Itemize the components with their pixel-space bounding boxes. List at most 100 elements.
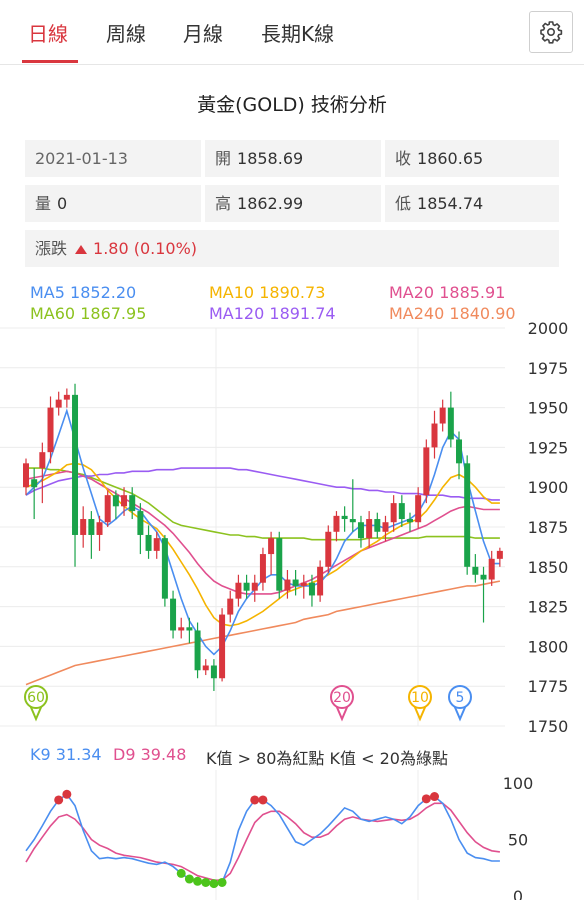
- candle-body: [23, 463, 29, 488]
- kd-indicator-chart[interactable]: 100 50 0: [0, 770, 584, 900]
- tab-long-term[interactable]: 長期K線: [261, 22, 335, 46]
- open-value: 1858.69: [237, 149, 304, 168]
- candle-body: [439, 407, 446, 424]
- candle-body: [390, 503, 397, 523]
- ma10-label: MA10: [209, 283, 255, 302]
- page-title: 黃金(GOLD) 技術分析: [197, 94, 387, 116]
- kd-oversold-dot: [184, 874, 194, 884]
- change-value: 1.80 (0.10%): [93, 239, 198, 258]
- kd-overbought-dot: [258, 795, 268, 805]
- candle-body: [178, 627, 185, 631]
- candle-body: [227, 598, 234, 615]
- candle-body: [284, 579, 291, 591]
- candle-body: [219, 614, 226, 679]
- candle-body: [464, 463, 471, 567]
- settings-button[interactable]: [529, 11, 573, 53]
- legend-d9: D9 39.48: [113, 745, 186, 764]
- candle-body: [472, 566, 479, 575]
- y-tick-label: 1875: [528, 518, 569, 537]
- candle-body: [333, 515, 340, 532]
- y-tick-label: 1925: [528, 438, 569, 457]
- quote-close: 收 1860.65: [385, 140, 559, 177]
- candle-body: [374, 519, 381, 532]
- close-label: 收: [395, 149, 412, 168]
- candle-body: [447, 407, 454, 440]
- ma5-value: 1852.20: [70, 283, 137, 302]
- candle-body: [153, 538, 160, 551]
- period-tabs: 日線 周線 月線 長期K線: [0, 0, 584, 65]
- d9-label: D9: [113, 745, 136, 764]
- k9-label: K9: [30, 745, 51, 764]
- candle-body: [88, 519, 95, 535]
- legend-ma120: MA120 1891.74: [209, 304, 336, 323]
- candle-body: [268, 538, 275, 555]
- candle-body: [480, 574, 487, 580]
- ma-marker: [448, 685, 472, 709]
- ma-marker: [330, 685, 354, 709]
- candlestick-chart[interactable]: 2000 1975 1950 1925 1900 1875 1850 1825 1800 1775…: [0, 320, 584, 740]
- kd-oversold-dot: [193, 876, 203, 886]
- candle-body: [431, 423, 438, 448]
- y-tick-label: 1800: [528, 637, 569, 656]
- quote-high: 高 1862.99: [205, 185, 381, 222]
- legend-ma5: MA5 1852.20: [30, 283, 136, 302]
- candle-body: [161, 538, 168, 599]
- legend-ma60: MA60 1867.95: [30, 304, 146, 323]
- ma-marker-label: 5: [456, 690, 465, 706]
- kd-oversold-dot: [217, 877, 227, 887]
- candle-body: [137, 511, 144, 535]
- candle-body: [104, 495, 111, 523]
- y-tick-label: 1975: [528, 359, 569, 378]
- high-label: 高: [215, 194, 232, 213]
- candle-body: [112, 495, 119, 507]
- kd-overbought-dot: [421, 794, 431, 804]
- candle-body: [357, 522, 364, 539]
- gear-icon: [540, 21, 563, 44]
- y-tick-label: 1825: [528, 598, 569, 617]
- candle-body: [39, 452, 46, 469]
- candle-body: [186, 627, 193, 631]
- y-tick-label: 1750: [528, 717, 569, 736]
- candle-body: [251, 582, 258, 591]
- candle-body: [210, 665, 217, 679]
- legend-ma10: MA10 1890.73: [209, 283, 325, 302]
- candle-body: [341, 515, 348, 520]
- candle-body: [235, 582, 242, 599]
- low-value: 1854.74: [417, 194, 484, 213]
- quote-date: 2021-01-13: [25, 140, 201, 177]
- y-tick-label: 1900: [528, 478, 569, 497]
- tab-monthly[interactable]: 月線: [183, 22, 223, 46]
- ma-marker: [408, 685, 432, 709]
- open-label: 開: [215, 149, 232, 168]
- ma20-label: MA20: [389, 283, 435, 302]
- legend-ma240: MA240 1840.90: [389, 304, 516, 323]
- tab-weekly[interactable]: 周線: [106, 22, 146, 46]
- d9-line: [25, 802, 501, 881]
- legend-k9: K9 31.34: [30, 745, 102, 764]
- candle-body: [129, 495, 136, 512]
- candle-body: [317, 566, 324, 596]
- ma-marker: [24, 685, 48, 709]
- kd-oversold-dot: [209, 879, 219, 889]
- ma10-value: 1890.73: [259, 283, 326, 302]
- candle-body: [259, 554, 266, 583]
- tab-daily[interactable]: 日線: [28, 22, 68, 46]
- candle-body: [80, 519, 87, 535]
- d9-value: 39.48: [140, 745, 187, 764]
- volume-value: 0: [57, 194, 68, 213]
- candle-body: [415, 495, 422, 523]
- candle-body: [47, 407, 54, 453]
- change-label: 漲跌: [35, 239, 68, 258]
- candle-body: [406, 519, 413, 523]
- kd-note: K值 > 80為紅點 K值 < 20為綠點: [206, 749, 448, 768]
- kd-y-tick-label: 50: [508, 831, 528, 850]
- volume-label: 量: [35, 194, 52, 213]
- candle-body: [423, 447, 430, 496]
- y-tick-label: 1775: [528, 677, 569, 696]
- ma-line-ma240: [25, 580, 501, 686]
- ma120-label: MA120: [209, 304, 265, 323]
- candle-body: [488, 558, 495, 580]
- ma-line-ma60: [26, 467, 500, 541]
- kd-overbought-dot: [430, 792, 439, 802]
- y-tick-label: 1850: [528, 558, 569, 577]
